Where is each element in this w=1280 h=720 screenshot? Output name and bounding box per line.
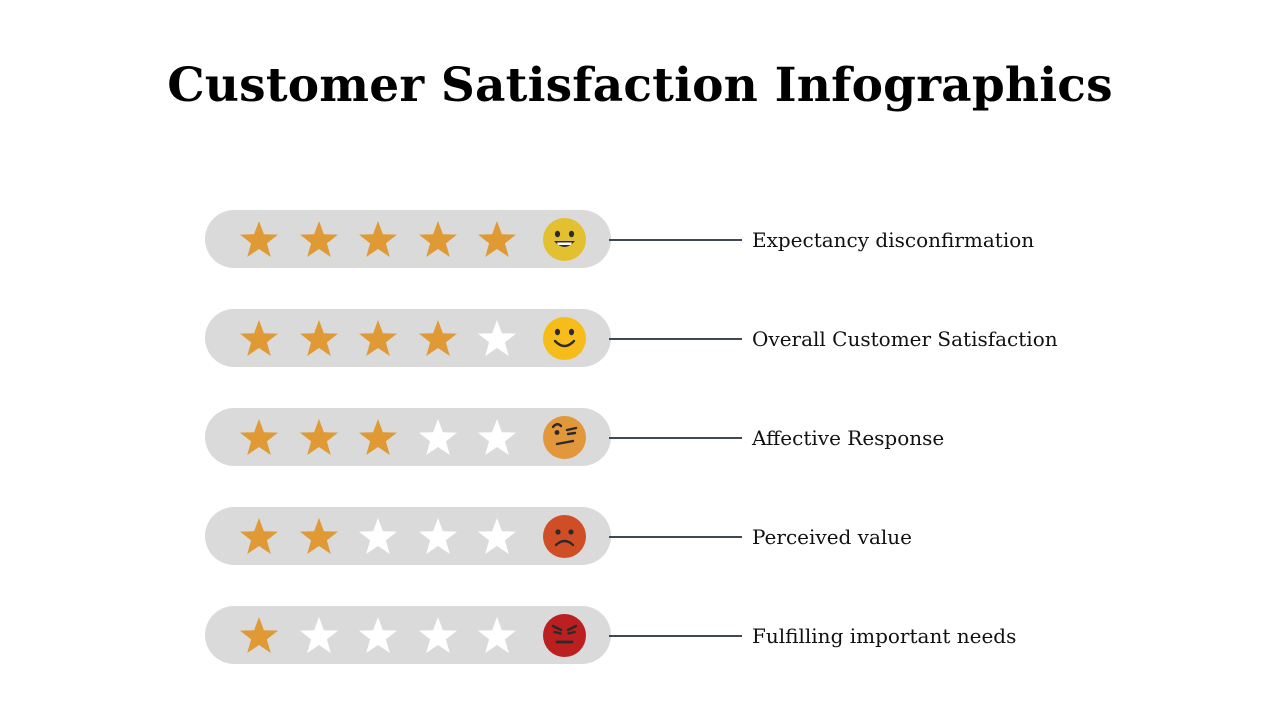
star-empty-icon (478, 419, 516, 455)
star-filled-icon (240, 518, 278, 554)
connector-line (609, 239, 742, 241)
star-filled-icon (240, 320, 278, 356)
rating-label: Perceived value (752, 525, 913, 549)
star-empty-icon (478, 320, 516, 356)
star-filled-icon (478, 221, 516, 257)
connector-line (609, 635, 742, 637)
rating-label: Fulfilling important needs (752, 624, 1017, 648)
star-empty-icon (478, 617, 516, 653)
rating-row: Fulfilling important needs (0, 606, 1280, 666)
star-filled-icon (299, 320, 338, 356)
rating-row: Overall Customer Satisfaction (0, 309, 1280, 369)
star-filled-icon (240, 617, 278, 653)
star-filled-icon (359, 419, 397, 455)
rating-label: Expectancy disconfirmation (752, 228, 1035, 252)
frowning-face-icon (543, 515, 586, 558)
rating-row: Affective Response (0, 408, 1280, 468)
star-empty-icon (359, 617, 397, 653)
smiling-face-icon (543, 317, 586, 360)
rating-row: Expectancy disconfirmation (0, 210, 1280, 270)
rating-row: Perceived value (0, 507, 1280, 567)
star-empty-icon (418, 617, 457, 653)
star-filled-icon (299, 419, 338, 455)
star-empty-icon (359, 518, 397, 554)
star-filled-icon (299, 518, 338, 554)
star-filled-icon (418, 320, 457, 356)
star-filled-icon (240, 419, 278, 455)
page-title: Customer Satisfaction Infographics (167, 58, 1113, 113)
angry-face-icon (543, 614, 586, 657)
star-filled-icon (359, 221, 397, 257)
connector-line (609, 437, 742, 439)
grinning-face-icon (543, 218, 586, 261)
connector-line (609, 338, 742, 340)
connector-line (609, 536, 742, 538)
star-filled-icon (359, 320, 397, 356)
rating-label: Affective Response (752, 426, 945, 450)
star-empty-icon (299, 617, 338, 653)
star-empty-icon (478, 518, 516, 554)
star-empty-icon (418, 419, 457, 455)
rating-label: Overall Customer Satisfaction (752, 327, 1058, 351)
star-filled-icon (299, 221, 338, 257)
star-filled-icon (240, 221, 278, 257)
star-filled-icon (418, 221, 457, 257)
skeptical-face-icon (543, 416, 586, 459)
star-empty-icon (418, 518, 457, 554)
